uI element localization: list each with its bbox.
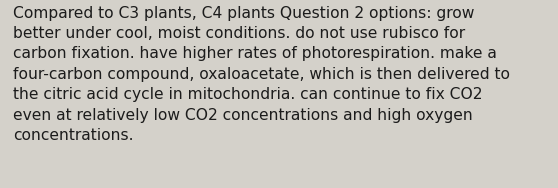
Text: Compared to C3 plants, C4 plants Question 2 options: grow
better under cool, moi: Compared to C3 plants, C4 plants Questio… — [13, 6, 510, 143]
